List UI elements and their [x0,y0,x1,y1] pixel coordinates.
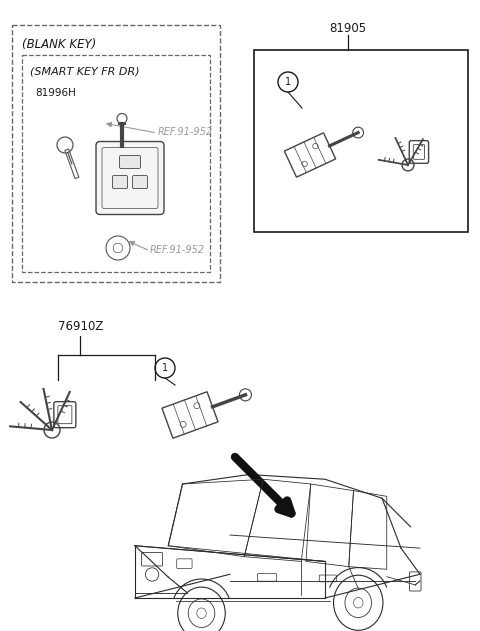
Text: 81905: 81905 [329,22,367,35]
FancyBboxPatch shape [96,141,164,215]
Text: (SMART KEY FR DR): (SMART KEY FR DR) [30,67,140,77]
FancyBboxPatch shape [112,175,128,189]
FancyBboxPatch shape [132,175,147,189]
Text: (BLANK KEY): (BLANK KEY) [22,38,96,51]
Text: REF.91-952: REF.91-952 [158,127,213,137]
Text: 81996H: 81996H [35,88,76,98]
Text: 1: 1 [285,77,291,87]
Bar [22,55,210,272]
Text: 76910Z: 76910Z [58,320,103,333]
Text: 1: 1 [162,363,168,373]
FancyBboxPatch shape [120,155,141,168]
Bar [254,50,468,232]
Text: REF.91-952: REF.91-952 [150,245,205,255]
Bar [12,25,220,282]
